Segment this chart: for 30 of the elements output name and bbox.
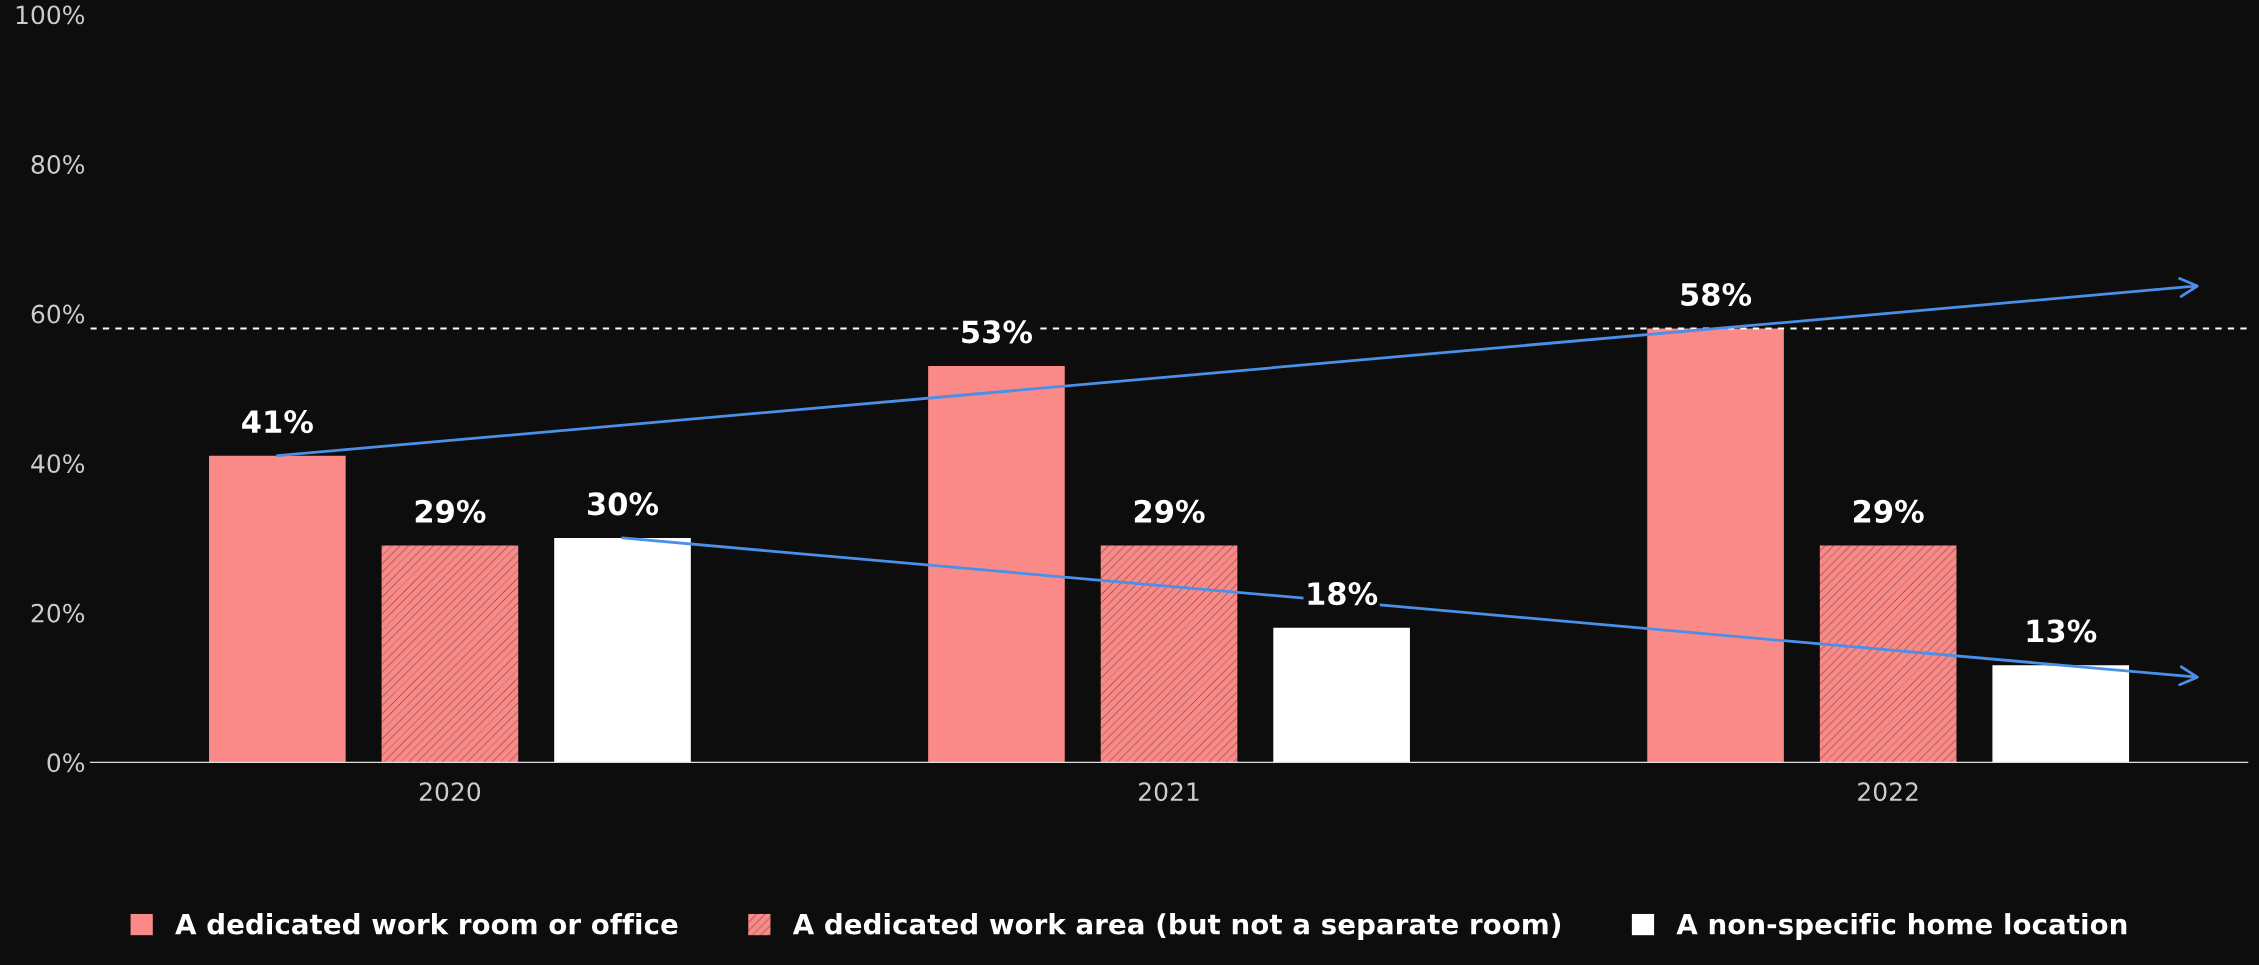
bar — [1819, 545, 1957, 763]
x-tick-label: 2022 — [1858, 782, 1918, 802]
y-tick-label: 0% — [47, 753, 85, 773]
bar — [928, 365, 1065, 763]
x-tick-label: 2021 — [1139, 782, 1199, 802]
text: 30% — [587, 492, 659, 516]
bar — [554, 537, 691, 763]
y-tick-label: 60% — [31, 304, 85, 324]
text: 18% — [1308, 582, 1378, 606]
text: 41% — [242, 410, 313, 434]
bar — [209, 455, 346, 763]
bar — [1647, 328, 1784, 763]
bar — [1992, 665, 2130, 763]
legend-label: A dedicated work room or office — [175, 913, 678, 935]
y-tick-label: 80% — [31, 154, 85, 174]
y-tick-label: 100% — [16, 5, 85, 25]
y-tick-label: 20% — [31, 603, 85, 623]
legend-label: A dedicated work area (but not a separate room) — [792, 913, 1561, 940]
text: 29% — [1134, 499, 1205, 523]
y-tick-label: 40% — [31, 454, 85, 474]
bar — [1100, 545, 1238, 763]
text: 29% — [415, 499, 486, 523]
text: 53% — [962, 320, 1033, 344]
text: 58% — [1681, 282, 1752, 306]
text: 13% — [2027, 619, 2097, 643]
bar — [1273, 627, 1410, 763]
x-tick-label: 2020 — [419, 782, 481, 802]
bar — [381, 545, 519, 763]
text: 29% — [1853, 499, 1924, 523]
legend-label: A non-specific home location — [1676, 913, 2127, 940]
